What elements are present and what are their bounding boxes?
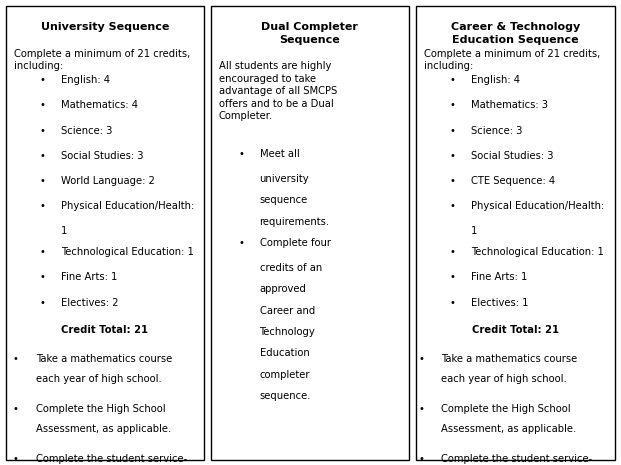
Text: •: • [238,238,244,248]
Text: •: • [449,100,455,111]
Bar [416,6,615,460]
Text: Credit Total: 21: Credit Total: 21 [61,325,148,335]
Text: Fine Arts: 1: Fine Arts: 1 [61,272,117,282]
Bar [6,6,204,460]
Text: English: 4: English: 4 [471,75,520,86]
Text: Take a mathematics course: Take a mathematics course [36,354,172,365]
Text: Education: Education [260,348,309,359]
Text: •: • [39,176,45,186]
Text: Complete the High School: Complete the High School [441,404,571,414]
Text: •: • [12,404,19,414]
Text: Technological Education: 1: Technological Education: 1 [471,247,604,257]
Text: Complete a minimum of 21 credits,
including:: Complete a minimum of 21 credits, includ… [424,49,600,71]
Text: •: • [418,354,424,365]
Text: •: • [12,354,19,365]
Text: Complete four: Complete four [260,238,330,248]
Bar [211,6,409,460]
Text: Assessment, as applicable.: Assessment, as applicable. [36,425,171,434]
Text: Physical Education/Health:: Physical Education/Health: [61,201,194,211]
Text: Technological Education: 1: Technological Education: 1 [61,247,194,257]
Text: •: • [449,126,455,136]
Text: •: • [39,75,45,86]
Text: Fine Arts: 1: Fine Arts: 1 [471,272,527,282]
Text: 1: 1 [61,226,67,236]
Text: English: 4: English: 4 [61,75,110,86]
Text: •: • [449,201,455,211]
Text: credits of an: credits of an [260,263,322,273]
Text: sequence: sequence [260,195,308,205]
Text: Science: 3: Science: 3 [471,126,522,136]
Text: •: • [39,126,45,136]
Text: University Sequence: University Sequence [41,22,169,33]
Text: •: • [39,298,45,307]
Text: Career and: Career and [260,306,315,316]
Text: Science: 3: Science: 3 [61,126,112,136]
Text: sequence.: sequence. [260,391,311,401]
Text: •: • [39,151,45,161]
Text: •: • [12,454,19,464]
Text: 1: 1 [471,226,477,236]
Text: •: • [449,75,455,86]
Text: each year of high school.: each year of high school. [441,374,566,385]
Text: Social Studies: 3: Social Studies: 3 [471,151,553,161]
Text: World Language: 2: World Language: 2 [61,176,155,186]
Text: Complete the High School: Complete the High School [36,404,166,414]
Text: each year of high school.: each year of high school. [36,374,161,385]
Text: completer: completer [260,370,310,380]
Text: •: • [449,151,455,161]
Text: Social Studies: 3: Social Studies: 3 [61,151,143,161]
Text: Assessment, as applicable.: Assessment, as applicable. [441,425,576,434]
Text: •: • [418,454,424,464]
Text: Meet all: Meet all [260,149,299,159]
Text: •: • [39,201,45,211]
Text: requirements.: requirements. [260,217,330,226]
Text: CTE Sequence: 4: CTE Sequence: 4 [471,176,555,186]
Text: •: • [449,298,455,307]
Text: •: • [238,149,244,159]
Text: •: • [39,100,45,111]
Text: Physical Education/Health:: Physical Education/Health: [471,201,604,211]
Text: •: • [449,176,455,186]
Text: Career & Technology
Education Sequence: Career & Technology Education Sequence [451,22,580,45]
Text: •: • [39,272,45,282]
Text: •: • [449,272,455,282]
Text: Electives: 1: Electives: 1 [471,298,528,307]
Text: Mathematics: 4: Mathematics: 4 [61,100,138,111]
Text: Technology: Technology [260,327,315,337]
Text: Credit Total: 21: Credit Total: 21 [472,325,559,335]
Text: university: university [260,174,309,184]
Text: •: • [449,247,455,257]
Text: All students are highly
encouraged to take
advantage of all SMCPS
offers and to : All students are highly encouraged to ta… [219,61,337,121]
Text: Complete the student service-: Complete the student service- [441,454,592,464]
Text: Complete a minimum of 21 credits,
including:: Complete a minimum of 21 credits, includ… [14,49,190,71]
Text: Dual Completer
Sequence: Dual Completer Sequence [261,22,358,45]
Text: Mathematics: 3: Mathematics: 3 [471,100,548,111]
Text: approved: approved [260,285,306,294]
Text: •: • [418,404,424,414]
Text: •: • [39,247,45,257]
Text: Complete the student service-: Complete the student service- [36,454,188,464]
Text: Take a mathematics course: Take a mathematics course [441,354,577,365]
Text: Electives: 2: Electives: 2 [61,298,119,307]
